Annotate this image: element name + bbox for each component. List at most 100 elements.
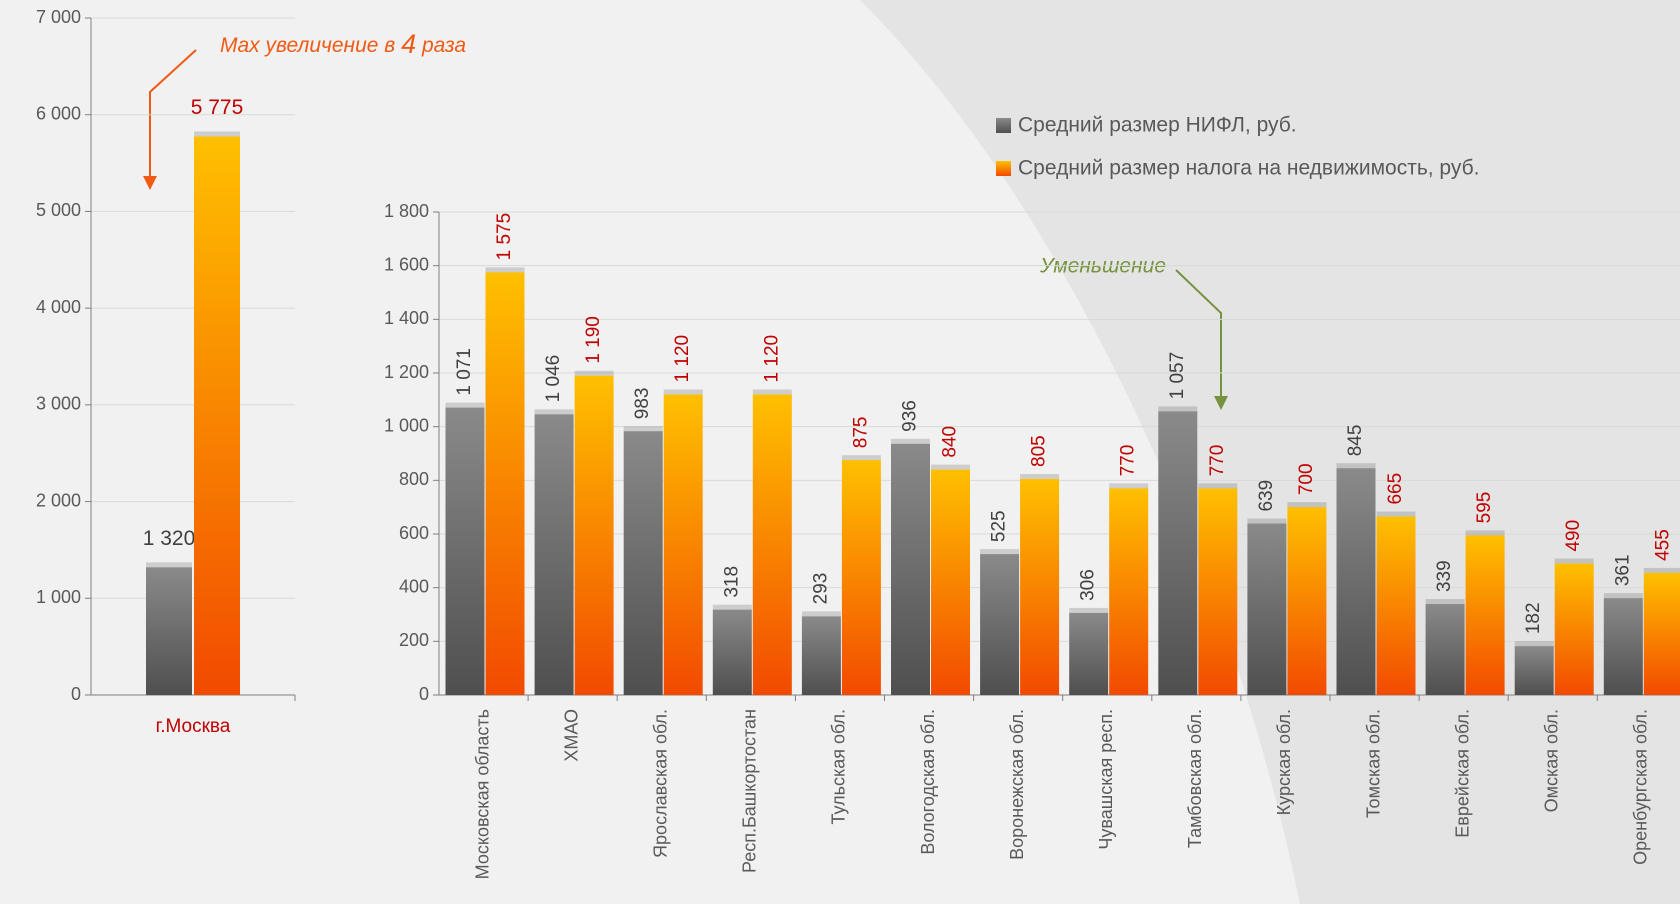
bar [1554,563,1594,695]
y-tick-label: 1 400 [384,308,429,328]
bar-shadow [801,611,841,618]
annotation-arrow [149,49,197,178]
bar [1020,478,1060,695]
legend-swatch [996,118,1011,133]
value-label: 1 057 [1167,352,1188,400]
legend-label: Средний размер налога на недвижимость, р… [1018,157,1479,180]
value-label: 1 046 [543,355,564,403]
bar-shadow [1287,502,1327,509]
value-label: 293 [810,573,831,605]
value-label: 1 120 [761,335,782,383]
arrow-head [1214,396,1228,410]
value-label: 1 320 [143,527,196,550]
value-label: 983 [632,388,653,420]
y-tick-label: 0 [419,684,429,704]
bar-shadow [1109,483,1149,490]
value-label: 875 [850,417,871,449]
value-label: 700 [1296,463,1317,495]
value-label: 936 [900,400,921,432]
y-tick-label: 200 [399,630,429,650]
bar [1247,523,1287,695]
bar [445,407,485,695]
bar-shadow [752,389,792,396]
x-tick-label: Воронежская обл. [1007,709,1027,860]
bar [980,554,1020,695]
x-tick-label: Ярославская обл. [651,709,671,858]
bar [752,394,792,695]
value-label: 770 [1207,445,1228,477]
y-tick-label: 800 [399,469,429,489]
bar [841,460,881,695]
bar-shadow [931,464,970,471]
arrow-head [143,176,157,190]
x-tick-label: ХМАО [561,709,581,762]
bar-shadow [1020,473,1060,480]
value-label: 525 [989,510,1010,542]
value-label: 455 [1652,529,1673,561]
bar-shadow [1603,593,1643,600]
bar-shadow [445,402,485,409]
y-tick-label: 1 600 [384,254,429,274]
bar-shadow [534,409,574,416]
bar-shadow [1336,463,1376,470]
bar-shadow [485,267,525,274]
annotation-tail: раза [416,34,466,57]
bar-shadow [1376,511,1416,518]
bar [534,414,574,695]
x-tick-label: г.Москва [156,716,231,737]
y-tick-label: 1 000 [36,587,81,607]
bar [1425,604,1465,695]
value-label: 845 [1345,425,1366,457]
bar-shadow [841,455,881,462]
value-label: 182 [1523,602,1544,634]
x-tick-label: Еврейская обл. [1452,709,1472,838]
bar-shadow [1643,567,1680,574]
bar-shadow [623,426,663,433]
x-tick-label: Курская обл. [1274,709,1294,815]
bar-shadow [1554,558,1594,565]
y-tick-label: 1 800 [384,201,429,221]
legend-swatch [996,161,1011,176]
bar [485,272,525,695]
y-tick-label: 400 [399,576,429,596]
value-label: 665 [1385,473,1406,505]
y-tick-label: 6 000 [36,103,81,123]
bar-shadow [712,604,752,611]
value-label: 805 [1029,435,1050,467]
y-tick-label: 2 000 [36,490,81,510]
value-label: 1 575 [494,213,515,261]
bar [1514,646,1554,695]
value-label: 318 [721,566,742,598]
x-tick-label: Респ.Башкортостан [740,709,760,873]
bar-shadow [663,389,703,396]
x-tick-label: Московская область [472,709,492,879]
annotation: Max увеличение в 4 раза [220,29,466,59]
value-label: 339 [1434,560,1455,592]
bar [574,375,614,695]
bar-shadow [891,438,930,445]
bar [146,567,192,695]
value-label: 595 [1474,492,1495,524]
bar [1603,598,1643,695]
bar [1198,488,1238,695]
x-tick-label: Томская обл. [1363,709,1383,818]
bar [1158,411,1198,695]
bar-shadow [980,549,1020,556]
value-label: 1 071 [454,348,475,396]
bar [1336,468,1376,695]
annotation-emph: 4 [401,29,416,59]
bar [1287,507,1327,695]
bar [1465,535,1505,695]
bar-shadow [1247,518,1287,525]
y-tick-label: 4 000 [36,297,81,317]
bar-shadow [1069,607,1109,614]
x-tick-label: Вологодская обл. [918,709,938,855]
y-tick-label: 3 000 [36,394,81,414]
x-tick-label: Омская обл. [1542,709,1562,812]
y-tick-label: 600 [399,523,429,543]
bar [663,394,703,695]
bar [1643,572,1680,695]
y-tick-label: 1 000 [384,415,429,435]
bar-shadow [1425,599,1465,606]
